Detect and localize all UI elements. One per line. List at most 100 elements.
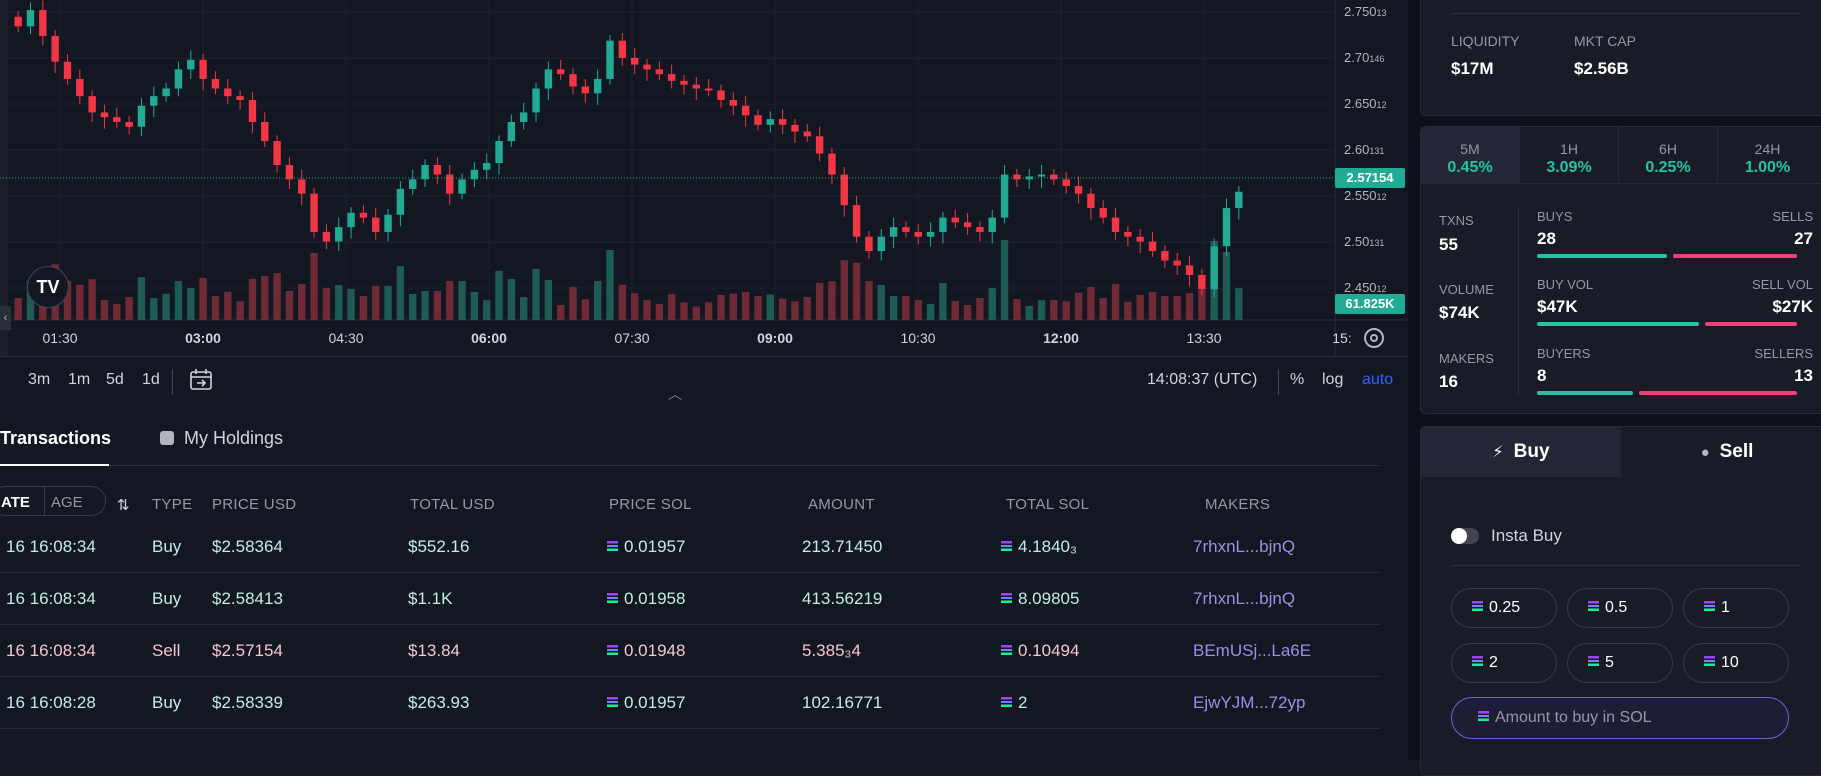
sort-icon[interactable]: ⇅ bbox=[117, 497, 130, 514]
candle[interactable] bbox=[1185, 265, 1194, 275]
tradingview-logo[interactable]: TV bbox=[27, 266, 69, 308]
header-amount[interactable]: AMOUNT bbox=[808, 496, 875, 513]
candle[interactable] bbox=[815, 136, 824, 154]
amount-preset-button[interactable]: 1 bbox=[1683, 588, 1789, 628]
candle[interactable] bbox=[88, 96, 96, 113]
candle[interactable] bbox=[803, 131, 811, 137]
candle[interactable] bbox=[162, 88, 170, 97]
amount-preset-button[interactable]: 5 bbox=[1567, 643, 1673, 683]
cell-maker[interactable]: BEmUSj...La6E bbox=[1193, 641, 1311, 661]
collapse-panel-icon[interactable]: ‹ bbox=[0, 306, 11, 330]
candle[interactable] bbox=[63, 61, 72, 79]
amount-preset-button[interactable]: 0.5 bbox=[1567, 588, 1673, 628]
candle[interactable] bbox=[174, 69, 183, 89]
candle[interactable] bbox=[347, 212, 355, 228]
candle[interactable] bbox=[39, 10, 47, 36]
candle[interactable] bbox=[704, 88, 713, 91]
sell-tab[interactable]: ● Sell bbox=[1621, 427, 1821, 477]
candle[interactable] bbox=[840, 174, 848, 206]
candle[interactable] bbox=[914, 231, 922, 237]
candle[interactable] bbox=[667, 74, 676, 81]
candle[interactable] bbox=[236, 96, 244, 100]
candle[interactable] bbox=[211, 78, 220, 89]
candle[interactable] bbox=[877, 236, 885, 252]
candle[interactable] bbox=[409, 179, 417, 189]
cell-maker[interactable]: EjwYJM...72yp bbox=[1193, 693, 1305, 713]
candle[interactable] bbox=[754, 115, 762, 125]
candle[interactable] bbox=[470, 169, 479, 180]
candle[interactable] bbox=[298, 179, 306, 194]
candle[interactable] bbox=[137, 105, 146, 127]
age-toggle[interactable]: AGE bbox=[51, 494, 83, 511]
candle[interactable] bbox=[902, 227, 910, 232]
candle[interactable] bbox=[976, 227, 984, 232]
period-5m[interactable]: 5M 0.45% bbox=[1421, 127, 1520, 183]
candle[interactable] bbox=[433, 165, 442, 175]
candle[interactable] bbox=[951, 217, 959, 223]
period-1h[interactable]: 1H 3.09% bbox=[1520, 127, 1619, 183]
table-row[interactable]: 16 16:08:28 Buy $2.58339 $263.93 0.01957 102.… bbox=[0, 677, 1380, 729]
candle[interactable] bbox=[852, 205, 861, 237]
header-type[interactable]: TYPE bbox=[152, 496, 193, 513]
candle[interactable] bbox=[113, 117, 121, 122]
candle[interactable] bbox=[1235, 191, 1243, 209]
candle[interactable] bbox=[224, 88, 232, 97]
candle[interactable] bbox=[717, 90, 725, 100]
candle[interactable] bbox=[125, 121, 133, 127]
amount-input[interactable]: Amount to buy in SOL bbox=[1451, 697, 1789, 739]
candle[interactable] bbox=[1050, 174, 1058, 180]
tab-my-holdings[interactable]: My Holdings bbox=[160, 428, 283, 449]
cell-maker[interactable]: 7rhxnL...bjnQ bbox=[1193, 589, 1295, 609]
candle[interactable] bbox=[507, 121, 516, 142]
candle[interactable] bbox=[285, 165, 294, 180]
period-6h[interactable]: 6H 0.25% bbox=[1619, 127, 1718, 183]
candle[interactable] bbox=[963, 222, 972, 228]
candle[interactable] bbox=[630, 57, 639, 65]
log-scale-button[interactable]: log bbox=[1322, 371, 1344, 388]
candle[interactable] bbox=[532, 88, 540, 113]
range-3m-button[interactable]: 3m bbox=[28, 371, 51, 388]
candle[interactable] bbox=[1124, 231, 1132, 237]
candle[interactable] bbox=[1136, 236, 1144, 242]
candle[interactable] bbox=[372, 217, 380, 232]
candle[interactable] bbox=[889, 227, 898, 237]
candle[interactable] bbox=[396, 188, 405, 215]
date-toggle[interactable]: ATE bbox=[1, 494, 30, 511]
candle[interactable] bbox=[495, 141, 503, 164]
header-total-sol[interactable]: TOTAL SOL bbox=[1006, 496, 1090, 513]
candle[interactable] bbox=[593, 78, 602, 94]
table-row[interactable]: 16 16:08:34 Buy $2.58413 $1.1K 0.01958 413.56… bbox=[0, 573, 1380, 625]
candle[interactable] bbox=[446, 174, 454, 194]
candle[interactable] bbox=[187, 59, 195, 70]
chart-settings-icon[interactable] bbox=[1364, 328, 1384, 348]
candle[interactable] bbox=[741, 105, 750, 116]
buy-tab[interactable]: ⚡ Buy bbox=[1421, 427, 1621, 477]
candle[interactable] bbox=[51, 35, 59, 62]
table-row[interactable]: 16 16:08:34 Sell $2.57154 $13.84 0.01948 5.38… bbox=[0, 625, 1380, 677]
tab-transactions[interactable]: Transactions bbox=[0, 428, 112, 448]
range-1m-button[interactable]: 1m bbox=[68, 371, 91, 388]
candle[interactable] bbox=[618, 40, 627, 58]
amount-preset-button[interactable]: 0.25 bbox=[1451, 588, 1557, 628]
candle[interactable] bbox=[359, 212, 368, 218]
insta-buy-toggle[interactable] bbox=[1451, 528, 1479, 544]
candle[interactable] bbox=[865, 236, 873, 252]
price-chart[interactable]: 2.75013 2.70146 2.65012 2.60131 2.55012 2.501… bbox=[0, 0, 1408, 356]
candle[interactable] bbox=[939, 217, 947, 232]
candle[interactable] bbox=[26, 10, 35, 27]
candle[interactable] bbox=[1087, 193, 1095, 209]
candle[interactable] bbox=[1198, 274, 1206, 290]
percent-scale-button[interactable]: % bbox=[1290, 371, 1305, 388]
candle[interactable] bbox=[766, 119, 774, 125]
table-row[interactable]: 16 16:08:34 Buy $2.58364 $552.16 0.01957 213.… bbox=[0, 521, 1380, 573]
candle[interactable] bbox=[606, 40, 614, 79]
candlestick-chart[interactable] bbox=[0, 0, 1408, 356]
candle[interactable] bbox=[1037, 174, 1046, 177]
candle[interactable] bbox=[556, 69, 565, 75]
candle[interactable] bbox=[569, 74, 577, 87]
candle[interactable] bbox=[1074, 186, 1083, 194]
candle[interactable] bbox=[680, 80, 688, 85]
candle[interactable] bbox=[1062, 179, 1070, 187]
candle[interactable] bbox=[261, 121, 269, 142]
candle[interactable] bbox=[322, 231, 331, 242]
